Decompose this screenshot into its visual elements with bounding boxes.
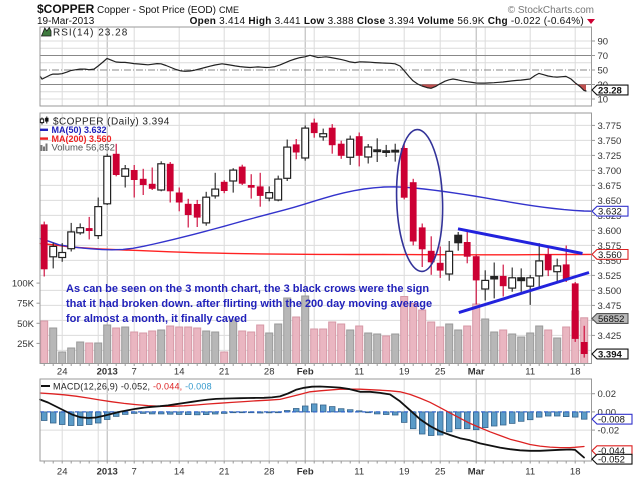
svg-text:28: 28 [264,367,275,378]
svg-text:CME: CME [219,5,239,15]
svg-text:50: 50 [598,66,609,77]
svg-text:19: 19 [399,467,410,478]
svg-text:21: 21 [219,367,230,378]
svg-text:19: 19 [399,367,410,378]
svg-text:11: 11 [354,467,364,478]
svg-text:25: 25 [435,467,446,478]
svg-text:$COPPER: $COPPER [37,2,95,16]
svg-text:-0.02: -0.02 [598,426,620,437]
svg-text:28: 28 [264,467,275,478]
svg-text:7: 7 [132,467,137,478]
svg-text:Feb: Feb [297,367,314,378]
svg-text:© StockCharts.com: © StockCharts.com [508,5,594,16]
svg-text:14: 14 [174,367,185,378]
svg-text:Volume 56,852: Volume 56,852 [52,142,115,153]
svg-text:10: 10 [598,95,609,106]
svg-text:MA(50) 3.632: MA(50) 3.632 [52,125,107,135]
svg-text:25: 25 [435,367,446,378]
svg-text:RSI(14) 23.28: RSI(14) 23.28 [53,28,128,39]
svg-text:As can be seen on the 3 month: As can be seen on the 3 month chart, the… [66,283,429,295]
svg-text:3.394: 3.394 [598,349,622,360]
svg-text:3.560: 3.560 [598,250,622,261]
svg-text:2013: 2013 [97,367,118,378]
svg-text:11: 11 [525,467,535,478]
svg-text:3.675: 3.675 [598,181,622,192]
svg-text:Open 3.414 High 3.441 Low 3.38: Open 3.414 High 3.441 Low 3.388 Close 3.… [190,16,584,27]
svg-text:-0.052: -0.052 [598,455,625,466]
svg-text:3.500: 3.500 [598,286,622,297]
svg-text:-0.044: -0.044 [598,446,625,457]
svg-text:Feb: Feb [297,467,314,478]
svg-text:3.475: 3.475 [598,301,622,312]
svg-text:25K: 25K [17,339,35,350]
svg-text:7: 7 [132,367,137,378]
svg-text:11: 11 [525,367,535,378]
svg-text:3.725: 3.725 [598,151,622,162]
svg-text:for almost a month, it finally: for almost a month, it finally caved [66,313,247,325]
svg-text:Mar: Mar [468,467,485,478]
svg-text:Copper - Spot Price (EOD): Copper - Spot Price (EOD) [97,5,216,16]
svg-text:that it had broken down. after: that it had broken down. after flirting … [66,298,432,310]
svg-text:75K: 75K [17,299,35,310]
svg-text:3.550: 3.550 [598,256,622,267]
svg-text:24: 24 [57,467,68,478]
svg-text:$COPPER (Daily) 3.394: $COPPER (Daily) 3.394 [53,117,170,128]
svg-text:MA(200) 3.560: MA(200) 3.560 [52,134,112,144]
svg-text:3.425: 3.425 [598,331,622,342]
svg-text:MACD(12,26,9) -0.052, -0.044,: MACD(12,26,9) -0.052, -0.044, -0.008 [53,382,212,392]
svg-text:-0.008: -0.008 [598,415,625,426]
svg-text:3.650: 3.650 [598,196,622,207]
svg-text:3.575: 3.575 [598,241,622,252]
svg-text:100K: 100K [12,279,35,290]
svg-text:3.525: 3.525 [598,271,622,282]
svg-text:3.632: 3.632 [598,207,622,218]
svg-text:24: 24 [57,367,68,378]
svg-text:70: 70 [598,51,609,62]
svg-text:3.600: 3.600 [598,226,622,237]
svg-text:0.02: 0.02 [598,389,617,400]
svg-text:2013: 2013 [97,467,118,478]
svg-text:50K: 50K [17,319,35,330]
svg-text:56852: 56852 [598,314,624,325]
svg-text:3.775: 3.775 [598,121,622,132]
svg-text:11: 11 [354,367,364,378]
svg-text:23.28: 23.28 [598,85,622,96]
svg-text:14: 14 [174,467,185,478]
svg-text:0.00: 0.00 [598,407,617,418]
svg-text:3.700: 3.700 [598,166,622,177]
svg-text:18: 18 [570,367,581,378]
svg-text:18: 18 [570,467,581,478]
svg-text:21: 21 [219,467,230,478]
svg-text:Mar: Mar [468,367,485,378]
svg-text:3.750: 3.750 [598,136,622,147]
svg-text:90: 90 [598,37,609,48]
svg-text:19-Mar-2013: 19-Mar-2013 [37,16,95,27]
